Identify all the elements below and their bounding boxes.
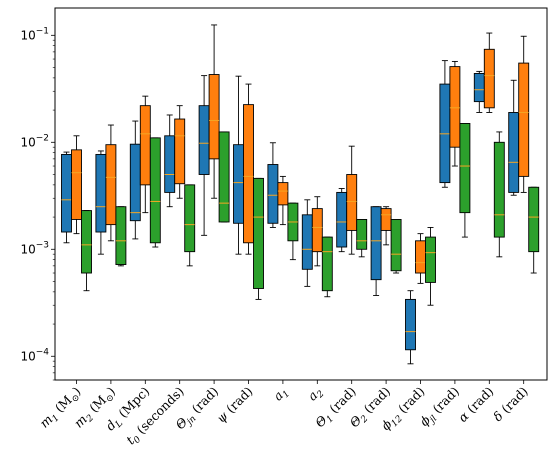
box-body [277, 182, 289, 206]
box-body [311, 208, 323, 253]
y-tick-label: 10−3 [20, 240, 49, 256]
box-3-14 [528, 186, 540, 274]
box-1-5 [198, 75, 210, 236]
box-3-5 [218, 131, 230, 223]
box-body [321, 236, 333, 292]
x-tick-label: δ (rad) [490, 384, 531, 425]
box-2-13 [483, 32, 495, 113]
box-body [415, 240, 426, 274]
box-body [483, 48, 495, 109]
x-tick-label: α (rad) [455, 384, 496, 425]
box-3-3 [149, 137, 161, 248]
box-body [449, 66, 461, 148]
box-3-6 [253, 177, 264, 300]
box-body [95, 153, 107, 233]
box-body [267, 164, 279, 224]
y-tick-label: 10−1 [20, 26, 49, 42]
box-3-9 [356, 219, 368, 258]
box-body [346, 174, 358, 231]
y-tick-label: 10−2 [20, 133, 49, 149]
x-tick-label: a1 [270, 384, 292, 406]
box-body [139, 105, 151, 186]
box-body [184, 184, 196, 253]
box-body [473, 73, 485, 103]
box-body [356, 219, 368, 250]
box-2-12 [449, 60, 461, 167]
box-2-10 [380, 206, 392, 246]
box-body [243, 104, 254, 244]
box-3-12 [459, 123, 471, 238]
box-body [198, 105, 210, 175]
box-2-2 [105, 124, 117, 242]
box-3-13 [493, 131, 505, 258]
box-body [405, 298, 416, 351]
box-1-9 [336, 188, 348, 253]
box-1-3 [129, 120, 141, 240]
box-1-1 [61, 151, 72, 244]
box-body [233, 144, 244, 224]
x-tick-label: ψ (rad) [213, 384, 255, 426]
box-2-6 [243, 83, 254, 255]
y-tick-label: 10−4 [20, 347, 49, 363]
box-2-8 [311, 196, 323, 267]
box-2-9 [346, 145, 358, 255]
box-body [164, 135, 176, 193]
box-body [218, 131, 230, 223]
box-3-2 [115, 206, 127, 267]
box-body [370, 206, 382, 281]
box-body [528, 186, 540, 253]
box-body [253, 177, 264, 289]
box-body [129, 143, 141, 222]
box-body [518, 62, 530, 177]
box-body [459, 123, 471, 214]
box-1-10 [370, 206, 382, 296]
box-body [336, 191, 348, 248]
x-tick-label: a2 [304, 383, 326, 405]
box-3-8 [321, 236, 333, 298]
box-body [149, 137, 161, 244]
box-2-7 [277, 175, 289, 226]
box-body [174, 118, 186, 185]
box-1-11 [405, 290, 416, 365]
box-3-4 [184, 184, 196, 267]
box-2-5 [208, 24, 220, 199]
box-3-10 [390, 219, 402, 274]
y-axis: 10−1 10−2 10−3 10−4 [20, 26, 55, 381]
box-2-4 [174, 105, 186, 199]
box-3-7 [287, 202, 299, 261]
box-body [81, 210, 92, 274]
box-body [493, 141, 505, 238]
box-body [105, 144, 117, 226]
plot-area [54, 7, 548, 381]
box-2-14 [518, 35, 530, 193]
box-body [508, 112, 520, 193]
box-body [380, 208, 392, 231]
box-3-1 [81, 210, 92, 292]
x-axis: m1 (M⊙)m2 (M⊙)dL (Mpc)t0 (seconds)Θjn (r… [36, 380, 531, 447]
box-body [61, 153, 72, 233]
box-body [390, 219, 402, 272]
box-3-11 [425, 226, 436, 306]
box-2-1 [71, 135, 82, 235]
box-series [61, 24, 540, 365]
box-body [301, 214, 313, 270]
box-body [208, 74, 220, 160]
box-body [71, 149, 82, 220]
box-body [115, 206, 127, 265]
box-body [425, 236, 436, 283]
